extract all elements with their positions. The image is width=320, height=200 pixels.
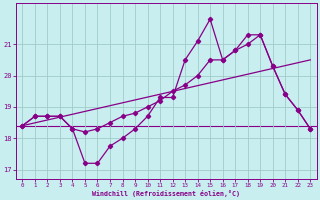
X-axis label: Windchill (Refroidissement éolien,°C): Windchill (Refroidissement éolien,°C) (92, 190, 240, 197)
